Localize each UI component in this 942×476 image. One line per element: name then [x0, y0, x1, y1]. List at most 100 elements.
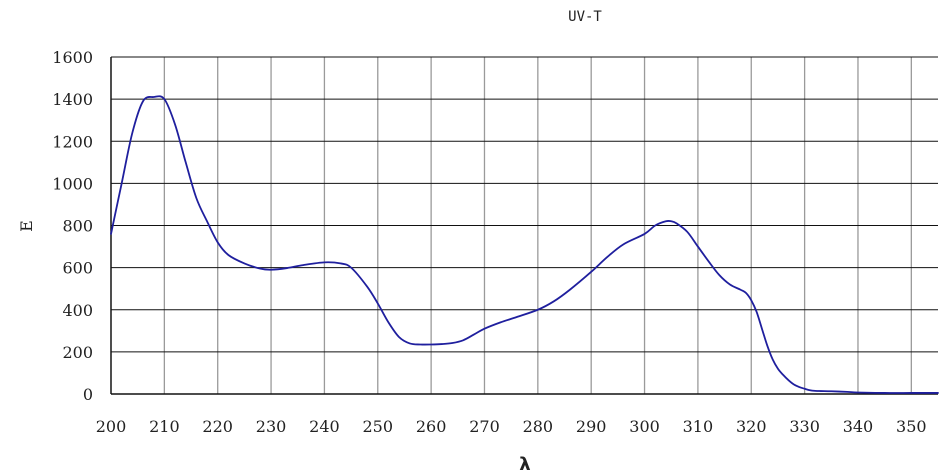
y-tick-label: 800	[62, 217, 93, 236]
series-layer	[110, 95, 939, 394]
data-point	[483, 328, 485, 330]
data-point	[430, 343, 432, 345]
data-point	[286, 267, 288, 269]
x-tick-label: 230	[256, 417, 287, 436]
data-point	[846, 391, 848, 393]
data-point	[643, 233, 645, 235]
y-tick-label: 1000	[52, 174, 93, 193]
data-point	[761, 328, 763, 330]
data-point	[910, 392, 912, 394]
data-point	[537, 309, 539, 311]
data-point	[814, 390, 816, 392]
data-point	[857, 391, 859, 393]
x-tick-label: 330	[789, 417, 820, 436]
data-point	[185, 161, 187, 163]
data-point	[350, 266, 352, 268]
y-tick-labels: 0 200 400 600 800 1000 1200 1400 1600	[52, 48, 93, 404]
x-tick-label: 280	[523, 417, 554, 436]
x-tick-label: 350	[896, 417, 927, 436]
data-point	[419, 343, 421, 345]
data-point	[665, 220, 667, 222]
x-tick-label: 290	[576, 417, 607, 436]
data-point	[259, 267, 261, 269]
data-point	[441, 343, 443, 345]
data-point	[110, 233, 112, 235]
data-point	[323, 261, 325, 263]
data-point	[377, 302, 379, 304]
data-point	[462, 339, 464, 341]
x-tick-labels: 200 210 220 230 240 250 260 270 280 290 300 310 320 3…	[96, 417, 927, 436]
data-point	[499, 321, 501, 323]
data-point	[755, 311, 757, 313]
data-point	[387, 321, 389, 323]
data-point	[686, 231, 688, 233]
data-point	[798, 386, 800, 388]
x-tick-label: 220	[202, 417, 233, 436]
data-point	[131, 132, 133, 134]
data-point	[745, 292, 747, 294]
grid-layer	[110, 56, 938, 395]
data-point	[771, 358, 773, 360]
data-point	[739, 289, 741, 291]
data-point	[120, 182, 122, 184]
data-point	[782, 374, 784, 376]
y-tick-label: 200	[62, 343, 93, 362]
data-point	[777, 368, 779, 370]
chart-title: UV-T	[568, 9, 602, 25]
data-point	[937, 392, 939, 394]
x-tick-label: 340	[843, 417, 874, 436]
y-tick-label: 0	[83, 385, 93, 404]
x-tick-label: 310	[683, 417, 714, 436]
series-line-0	[110, 95, 939, 394]
data-point	[670, 220, 672, 222]
data-point	[339, 262, 341, 264]
x-tick-label: 320	[736, 417, 767, 436]
data-point	[883, 392, 885, 394]
data-point	[398, 336, 400, 338]
data-point	[270, 269, 272, 271]
data-point	[206, 220, 208, 222]
y-tick-label: 1200	[52, 132, 93, 151]
y-tick-label: 600	[62, 259, 93, 278]
data-point	[515, 316, 517, 318]
data-point	[553, 300, 555, 302]
x-tick-label: 210	[149, 417, 180, 436]
x-tick-label: 200	[96, 417, 127, 436]
x-axis-label: λ	[519, 454, 530, 475]
x-tick-label: 300	[629, 417, 660, 436]
data-point	[803, 388, 805, 390]
y-tick-label: 1400	[52, 90, 93, 109]
data-point	[227, 254, 229, 256]
data-points	[110, 96, 939, 394]
data-point	[163, 98, 165, 100]
y-axis-label: E	[17, 220, 36, 232]
data-point	[302, 264, 304, 266]
x-tick-label: 250	[363, 417, 394, 436]
data-point	[174, 123, 176, 125]
data-point	[793, 383, 795, 385]
data-point	[590, 271, 592, 273]
data-point	[707, 260, 709, 262]
y-tick-label: 400	[62, 301, 93, 320]
x-tick-label: 270	[469, 417, 500, 436]
data-point	[606, 256, 608, 258]
data-point	[729, 283, 731, 285]
data-point	[766, 344, 768, 346]
data-point	[366, 285, 368, 287]
data-point	[830, 390, 832, 392]
data-point	[195, 197, 197, 199]
data-point	[622, 243, 624, 245]
data-point	[217, 241, 219, 243]
data-point	[675, 222, 677, 224]
data-point	[697, 245, 699, 247]
data-point	[142, 100, 144, 102]
axes-layer	[110, 57, 938, 395]
data-point	[569, 289, 571, 291]
y-tick-label: 1600	[52, 48, 93, 67]
data-point	[787, 379, 789, 381]
data-point	[750, 299, 752, 301]
data-point	[451, 342, 453, 344]
data-point	[809, 389, 811, 391]
data-point	[409, 342, 411, 344]
